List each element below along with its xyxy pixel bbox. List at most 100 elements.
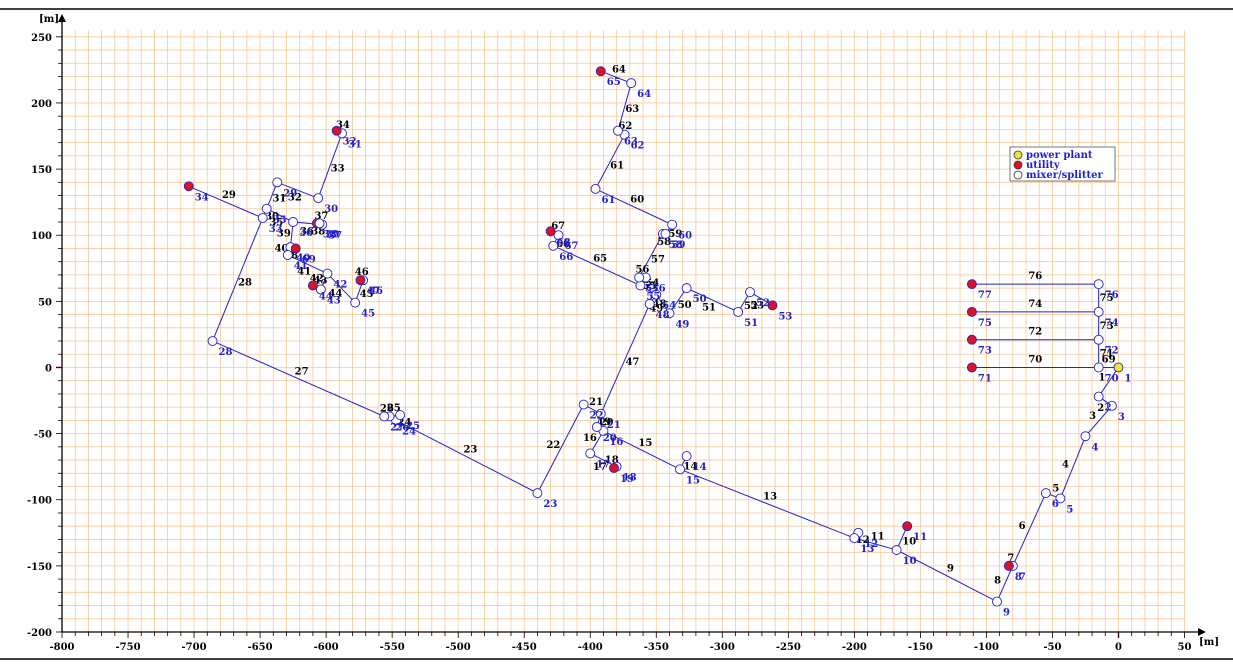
node-label: 27	[390, 422, 404, 433]
legend-label-utility: utility	[1026, 160, 1061, 171]
edge-label: 49	[649, 304, 663, 315]
edge-label: 36	[300, 226, 314, 237]
edge-label: 43	[313, 275, 327, 286]
edge-label: 31	[272, 194, 286, 205]
y-axis-unit: [m]	[39, 14, 59, 25]
node-label: 45	[361, 309, 375, 320]
pipe-edge	[600, 303, 651, 414]
node-mixer	[288, 217, 299, 227]
node-label: 72	[1105, 346, 1119, 357]
edge-label: 11	[871, 531, 885, 542]
edge-label: 56	[635, 265, 649, 276]
edge-label: 39	[277, 229, 291, 240]
edge-label: 2	[1097, 403, 1104, 414]
edge-label: 69	[1102, 354, 1116, 365]
edge-label: 23	[463, 445, 477, 456]
node-label: 3	[1118, 412, 1125, 423]
node-mixer	[1080, 431, 1091, 442]
pipe-edge	[277, 181, 319, 199]
x-tick-label: 0	[1115, 642, 1122, 653]
pipe-edge	[679, 468, 855, 539]
node-utility	[609, 463, 619, 473]
node-label: 8	[1015, 572, 1022, 583]
node-label: 55	[646, 291, 660, 302]
edge-label: 54	[645, 278, 659, 289]
edge-label: 67	[551, 221, 565, 232]
legend-marker-utility	[1013, 160, 1023, 170]
node-mixer	[634, 272, 645, 283]
edge-label: 53	[750, 301, 764, 312]
node-label: 41	[294, 261, 308, 272]
pipe-edge	[188, 185, 263, 219]
node-label: 64	[637, 89, 651, 100]
edge-label: 33	[331, 164, 345, 175]
node-utility	[966, 334, 977, 345]
y-tick-label: -200	[27, 628, 52, 639]
node-mixer	[590, 183, 601, 194]
edge-label: 16	[583, 433, 597, 444]
node-mixer	[578, 399, 589, 410]
node-utility	[307, 280, 318, 291]
node-label: 61	[602, 195, 616, 206]
node-mixer	[272, 177, 283, 188]
edge-label: 57	[651, 255, 665, 266]
edge-label: 9	[947, 564, 954, 575]
edge-labels: 1234567891011121314151617181920212223242…	[222, 65, 1116, 587]
x-tick-label: -350	[644, 642, 669, 653]
node-label: 13	[860, 544, 874, 555]
node-label: 43	[327, 295, 341, 306]
node-label: 42	[333, 280, 347, 291]
node-label: 19	[620, 474, 634, 485]
node-mixer	[1093, 279, 1104, 290]
edge-label: 50	[678, 300, 692, 311]
edge-label: 29	[222, 190, 236, 201]
edge-label: 38	[311, 226, 325, 237]
node-label: 46	[369, 286, 383, 297]
node-label: 14	[693, 462, 707, 473]
node-label: 54	[662, 301, 676, 312]
edge-label: 66	[556, 239, 570, 250]
node-mixer	[681, 283, 692, 294]
node-plant	[1113, 362, 1124, 373]
legend-label-power-plant: power plant	[1026, 150, 1093, 161]
edge-label: 72	[1028, 327, 1042, 338]
node-label: 59	[672, 240, 686, 251]
edge-label: 3	[1089, 411, 1096, 422]
edge-label: 63	[625, 104, 639, 115]
edge-label: 75	[1100, 293, 1114, 304]
node-mixer	[595, 408, 606, 419]
node-label: 56	[652, 284, 666, 295]
edge-label: 65	[593, 253, 607, 264]
node-mixer	[350, 297, 361, 308]
node-utility	[595, 66, 606, 77]
x-tick-label: -600	[314, 642, 339, 653]
node-utility	[183, 181, 194, 192]
node-utility	[545, 226, 556, 237]
node-mixer	[314, 218, 325, 229]
node-label: 30	[324, 204, 338, 215]
node-label: 39	[326, 229, 340, 240]
node-label: 71	[978, 373, 992, 384]
pipe-edge	[595, 134, 626, 190]
edge-label: 74	[1028, 299, 1042, 310]
edge-label: 30	[265, 212, 279, 223]
edge-label: 18	[605, 455, 619, 466]
node-mixer	[257, 213, 268, 223]
node-mixer	[681, 451, 692, 462]
node-utility	[902, 521, 913, 532]
node-mixer	[891, 545, 902, 555]
node-mixer	[1106, 400, 1117, 411]
node-label: 16	[609, 437, 623, 448]
node-label: 15	[686, 475, 700, 486]
grid	[61, 30, 1185, 633]
pipe-edge	[996, 565, 1014, 602]
node-label: 47	[366, 286, 380, 297]
edge-label: 17	[593, 462, 607, 473]
x-tick-label: -550	[380, 642, 405, 653]
pipe-edge	[212, 340, 385, 417]
x-tick-label: -150	[908, 642, 933, 653]
x-tick-label: -300	[710, 642, 735, 653]
edge-label: 73	[1100, 321, 1114, 332]
edge-label: 34	[336, 120, 350, 131]
